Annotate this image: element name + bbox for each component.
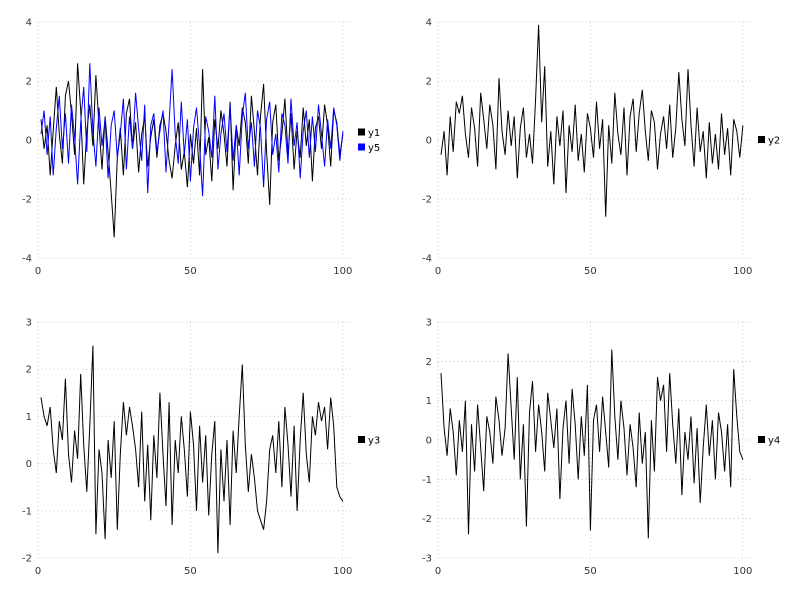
x-tick-label: 50 <box>184 566 197 577</box>
x-tick-label: 50 <box>584 266 597 277</box>
chart-panel-y2: 0 50 100 -4 -2 0 2 4 y2 <box>400 0 800 300</box>
series-line-y2 <box>440 24 744 217</box>
y-tick-label: 2 <box>26 77 32 88</box>
x-tick-label: 50 <box>584 566 597 577</box>
y-tick-label: 0 <box>426 436 432 447</box>
y-tick-label: 4 <box>26 18 32 29</box>
legend-label-y4: y4 <box>768 436 780 447</box>
y-tick-label: -2 <box>22 195 32 206</box>
y-tick-label: -2 <box>422 195 432 206</box>
chart-panel-y4: 0 50 100 -3 -2 -1 0 1 2 3 y4 <box>400 300 800 600</box>
chart-y3: 0 50 100 -2 -1 0 1 2 3 y3 <box>22 318 380 578</box>
y-tick-label: 1 <box>26 412 32 423</box>
legend-label-y2: y2 <box>768 136 780 147</box>
chart-y2: 0 50 100 -4 -2 0 2 4 y2 <box>422 18 780 278</box>
legend-label-y5: y5 <box>368 143 380 154</box>
y-tick-label: 1 <box>426 396 432 407</box>
y-tick-label: -3 <box>422 554 432 565</box>
chart-y1-y5: 0 50 100 -4 -2 0 2 4 y1 y5 <box>22 18 380 278</box>
y-tick-label: 3 <box>426 318 432 329</box>
x-tick-label: 50 <box>184 266 197 277</box>
legend-swatch-y1 <box>358 128 365 136</box>
y-tick-label: -2 <box>422 514 432 525</box>
y-tick-label: 0 <box>26 136 32 147</box>
x-tick-label: 100 <box>333 566 352 577</box>
x-tick-label: 0 <box>35 566 41 577</box>
series-line-y5 <box>40 63 344 197</box>
x-tick-label: 100 <box>733 566 752 577</box>
y-tick-label: -4 <box>22 254 32 265</box>
y-tick-label: -2 <box>22 554 32 565</box>
legend-label-y3: y3 <box>368 436 380 447</box>
y-tick-label: 2 <box>426 357 432 368</box>
legend-label-y1: y1 <box>368 128 380 139</box>
y-tick-label: -1 <box>422 475 432 486</box>
legend-swatch-y3 <box>358 436 365 443</box>
series-line-y3 <box>40 345 344 554</box>
y-tick-label: 0 <box>426 136 432 147</box>
y-tick-label: 3 <box>26 318 32 329</box>
x-tick-label: 0 <box>35 266 41 277</box>
y-tick-label: -1 <box>22 506 32 517</box>
y-tick-label: 0 <box>26 459 32 470</box>
x-tick-label: 100 <box>733 266 752 277</box>
legend-swatch-y4 <box>758 436 765 443</box>
x-tick-label: 0 <box>435 266 441 277</box>
chart-y4: 0 50 100 -3 -2 -1 0 1 2 3 y4 <box>422 318 780 578</box>
chart-panel-y3: 0 50 100 -2 -1 0 1 2 3 y3 <box>0 300 400 600</box>
y-tick-label: 4 <box>426 18 432 29</box>
x-tick-label: 100 <box>333 266 352 277</box>
y-tick-label: 2 <box>26 365 32 376</box>
x-tick-label: 0 <box>435 566 441 577</box>
y-tick-label: -4 <box>422 254 432 265</box>
legend-swatch-y2 <box>758 136 765 143</box>
legend-swatch-y5 <box>358 143 365 151</box>
y-tick-label: 2 <box>426 77 432 88</box>
chart-panel-y1-y5: 0 50 100 -4 -2 0 2 4 y1 y5 <box>0 0 400 300</box>
series-line-y4 <box>440 349 744 539</box>
